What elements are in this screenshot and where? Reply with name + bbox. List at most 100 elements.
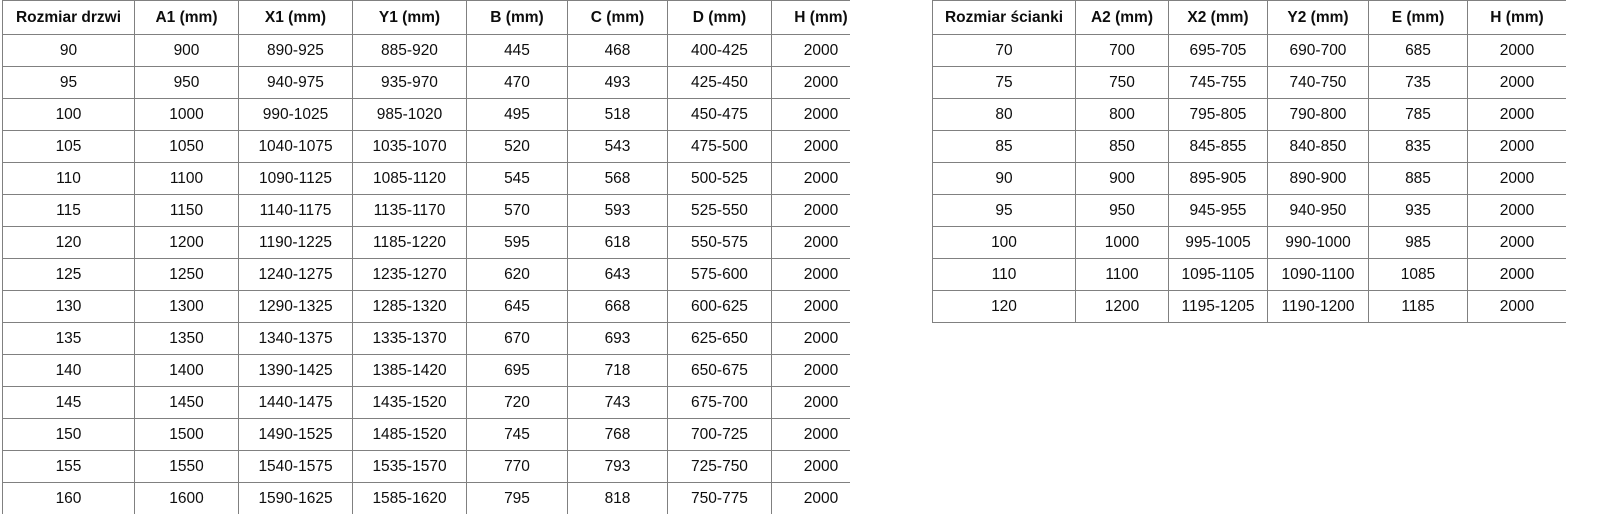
column-header-h-mm: H (mm) (771, 0, 850, 35)
table-cell: 468 (567, 34, 668, 67)
table-cell: 1250 (134, 258, 239, 291)
table-cell: 1440-1475 (238, 386, 353, 419)
table-cell: 818 (567, 482, 668, 514)
table-row: 110 1100 1095-1105 1090-1100 1085 2000 (932, 258, 1566, 291)
table-cell: 625-650 (667, 322, 772, 355)
table-cell: 1585-1620 (352, 482, 467, 514)
column-header-rozmiar-cianki: Rozmiar ścianki (932, 0, 1076, 35)
table-cell: 1050 (134, 130, 239, 163)
table-cell: 643 (567, 258, 668, 291)
table-cell: 693 (567, 322, 668, 355)
row-size-cell: 105 (2, 130, 135, 163)
table-row: 75 750 745-755 740-750 735 2000 (932, 66, 1566, 99)
table-row: 140 1400 1390-1425 1385-1420 695 718 650-675 20… (2, 354, 850, 387)
table-cell: 1140-1175 (238, 194, 353, 227)
table-row: 120 1200 1195-1205 1190-1200 1185 2000 (932, 290, 1566, 323)
table-cell: 1185 (1368, 290, 1468, 323)
row-size-cell: 150 (2, 418, 135, 451)
table-row: 100 1000 995-1005 990-1000 985 2000 (932, 226, 1566, 259)
table-row: 130 1300 1290-1325 1285-1320 645 668 600-625 20… (2, 290, 850, 323)
door-size-specification-table: Rozmiar drzwi A1 (mm) X1 (mm) Y1 (mm) B (mm)… (2, 0, 850, 514)
table-cell: 785 (1368, 98, 1468, 131)
table-cell: 1000 (1075, 226, 1169, 259)
table-cell: 885-920 (352, 34, 467, 67)
table-cell: 1450 (134, 386, 239, 419)
table-cell: 445 (466, 34, 568, 67)
table-cell: 568 (567, 162, 668, 195)
column-header-a1-mm: A1 (mm) (134, 0, 239, 35)
column-header-a2-mm: A2 (mm) (1075, 0, 1169, 35)
table-cell: 1285-1320 (352, 290, 467, 323)
table-cell: 1335-1370 (352, 322, 467, 355)
column-header-d-mm: D (mm) (667, 0, 772, 35)
row-size-cell: 80 (932, 98, 1076, 131)
table-cell: 845-855 (1168, 130, 1268, 163)
wall-panel-size-table-container: Rozmiar ścianki A2 (mm) X2 (mm) Y2 (mm) E (m… (932, 0, 1566, 330)
table-cell: 750-775 (667, 482, 772, 514)
table-cell: 1240-1275 (238, 258, 353, 291)
table-cell: 945-955 (1168, 194, 1268, 227)
table-cell: 2000 (771, 258, 850, 291)
table-cell: 850 (1075, 130, 1169, 163)
table-row: 105 1050 1040-1075 1035-1070 520 543 475-500 20… (2, 130, 850, 163)
table-cell: 2000 (771, 194, 850, 227)
door-table-body: 90 900 890-925 885-920 445 468 400-425 2000 95 95… (2, 34, 850, 514)
table-cell: 2000 (771, 482, 850, 514)
table-cell: 985-1020 (352, 98, 467, 131)
table-cell: 1135-1170 (352, 194, 467, 227)
table-cell: 1400 (134, 354, 239, 387)
table-cell: 595 (466, 226, 568, 259)
table-cell: 950 (1075, 194, 1169, 227)
table-cell: 695 (466, 354, 568, 387)
row-size-cell: 75 (932, 66, 1076, 99)
row-size-cell: 130 (2, 290, 135, 323)
table-cell: 525-550 (667, 194, 772, 227)
table-cell: 575-600 (667, 258, 772, 291)
table-cell: 885 (1368, 162, 1468, 195)
table-row: 100 1000 990-1025 985-1020 495 518 450-475 2000 (2, 98, 850, 131)
table-cell: 593 (567, 194, 668, 227)
table-cell: 720 (466, 386, 568, 419)
table-cell: 685 (1368, 34, 1468, 67)
table-cell: 2000 (771, 130, 850, 163)
wall-panel-size-specification-table: Rozmiar ścianki A2 (mm) X2 (mm) Y2 (mm) E (m… (932, 0, 1566, 323)
table-cell: 1385-1420 (352, 354, 467, 387)
row-size-cell: 95 (932, 194, 1076, 227)
table-cell: 1000 (134, 98, 239, 131)
table-cell: 950 (134, 66, 239, 99)
table-header-row: Rozmiar drzwi A1 (mm) X1 (mm) Y1 (mm) B (mm)… (2, 0, 850, 35)
table-cell: 1200 (134, 226, 239, 259)
table-cell: 995-1005 (1168, 226, 1268, 259)
table-cell: 1235-1270 (352, 258, 467, 291)
table-row: 135 1350 1340-1375 1335-1370 670 693 625-650 20… (2, 322, 850, 355)
row-size-cell: 70 (932, 34, 1076, 67)
table-cell: 835 (1368, 130, 1468, 163)
row-size-cell: 100 (932, 226, 1076, 259)
row-size-cell: 115 (2, 194, 135, 227)
table-cell: 2000 (771, 386, 850, 419)
table-cell: 1085 (1368, 258, 1468, 291)
row-size-cell: 110 (2, 162, 135, 195)
table-cell: 1035-1070 (352, 130, 467, 163)
table-row: 80 800 795-805 790-800 785 2000 (932, 98, 1566, 131)
table-cell: 1200 (1075, 290, 1169, 323)
table-cell: 2000 (771, 354, 850, 387)
table-cell: 743 (567, 386, 668, 419)
table-cell: 2000 (771, 290, 850, 323)
row-size-cell: 145 (2, 386, 135, 419)
table-cell: 2000 (1467, 34, 1566, 67)
table-cell: 895-905 (1168, 162, 1268, 195)
table-cell: 2000 (1467, 226, 1566, 259)
table-cell: 1435-1520 (352, 386, 467, 419)
table-cell: 840-850 (1267, 130, 1369, 163)
row-size-cell: 90 (932, 162, 1076, 195)
panel-table-header: Rozmiar ścianki A2 (mm) X2 (mm) Y2 (mm) E (m… (932, 0, 1566, 35)
table-cell: 1290-1325 (238, 290, 353, 323)
table-cell: 470 (466, 66, 568, 99)
column-header-c-mm: C (mm) (567, 0, 668, 35)
table-cell: 1090-1100 (1267, 258, 1369, 291)
table-cell: 668 (567, 290, 668, 323)
table-cell: 790-800 (1267, 98, 1369, 131)
table-row: 145 1450 1440-1475 1435-1520 720 743 675-700 20… (2, 386, 850, 419)
table-cell: 1100 (134, 162, 239, 195)
